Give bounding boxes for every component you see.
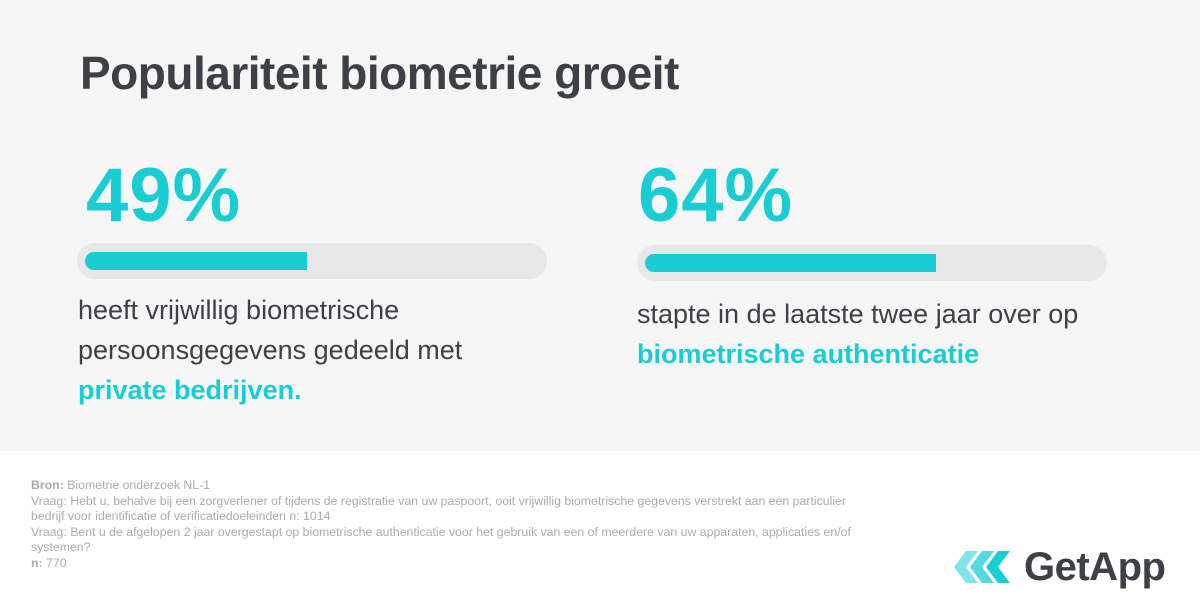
sample-size-value: 770 xyxy=(46,555,67,570)
stat-value-private-companies: 49% xyxy=(86,153,242,238)
stat-description-highlight: private bedrijven. xyxy=(78,375,302,405)
question-1: Vraag: Hebt u, behalve bij een zorgverle… xyxy=(31,493,846,524)
question-2: Vraag: Bent u de afgelopen 2 jaar overge… xyxy=(31,524,851,555)
stat-description-private-companies: heeft vrijwillig biometrische persoonsge… xyxy=(78,290,578,410)
stat-value-biometric-auth: 64% xyxy=(638,153,794,238)
getapp-logo-icon xyxy=(954,551,1010,583)
sample-size-line: n: 770 xyxy=(31,556,851,572)
source-text: Biometrie onderzoek NL-1 xyxy=(67,478,211,492)
progress-bar-biometric-auth xyxy=(637,245,1107,281)
getapp-logo-text: GetApp xyxy=(1024,544,1166,589)
source-label: Bron: xyxy=(31,478,64,492)
page-title: Populariteit biometrie groeit xyxy=(80,47,679,99)
getapp-logo: GetApp xyxy=(952,542,1166,592)
progress-bar-private-companies xyxy=(77,243,547,279)
source-footnote: Bron: Biometrie onderzoek NL-1 Vraag: He… xyxy=(31,478,851,571)
sample-size-label: n: xyxy=(31,555,43,570)
infographic-panel xyxy=(0,0,1200,451)
stat-description-biometric-auth: stapte in de laatste twee jaar over op b… xyxy=(637,294,1157,374)
stat-description-highlight: biometrische authenticatie xyxy=(637,339,980,369)
source-line: Bron: Biometrie onderzoek NL-1 xyxy=(31,478,851,494)
stat-description-text: heeft vrijwillig biometrische persoonsge… xyxy=(78,295,463,365)
progress-fill-private-companies xyxy=(85,252,307,270)
stat-description-text: stapte in de laatste twee jaar over op xyxy=(637,299,1079,329)
progress-fill-biometric-auth xyxy=(645,254,936,272)
